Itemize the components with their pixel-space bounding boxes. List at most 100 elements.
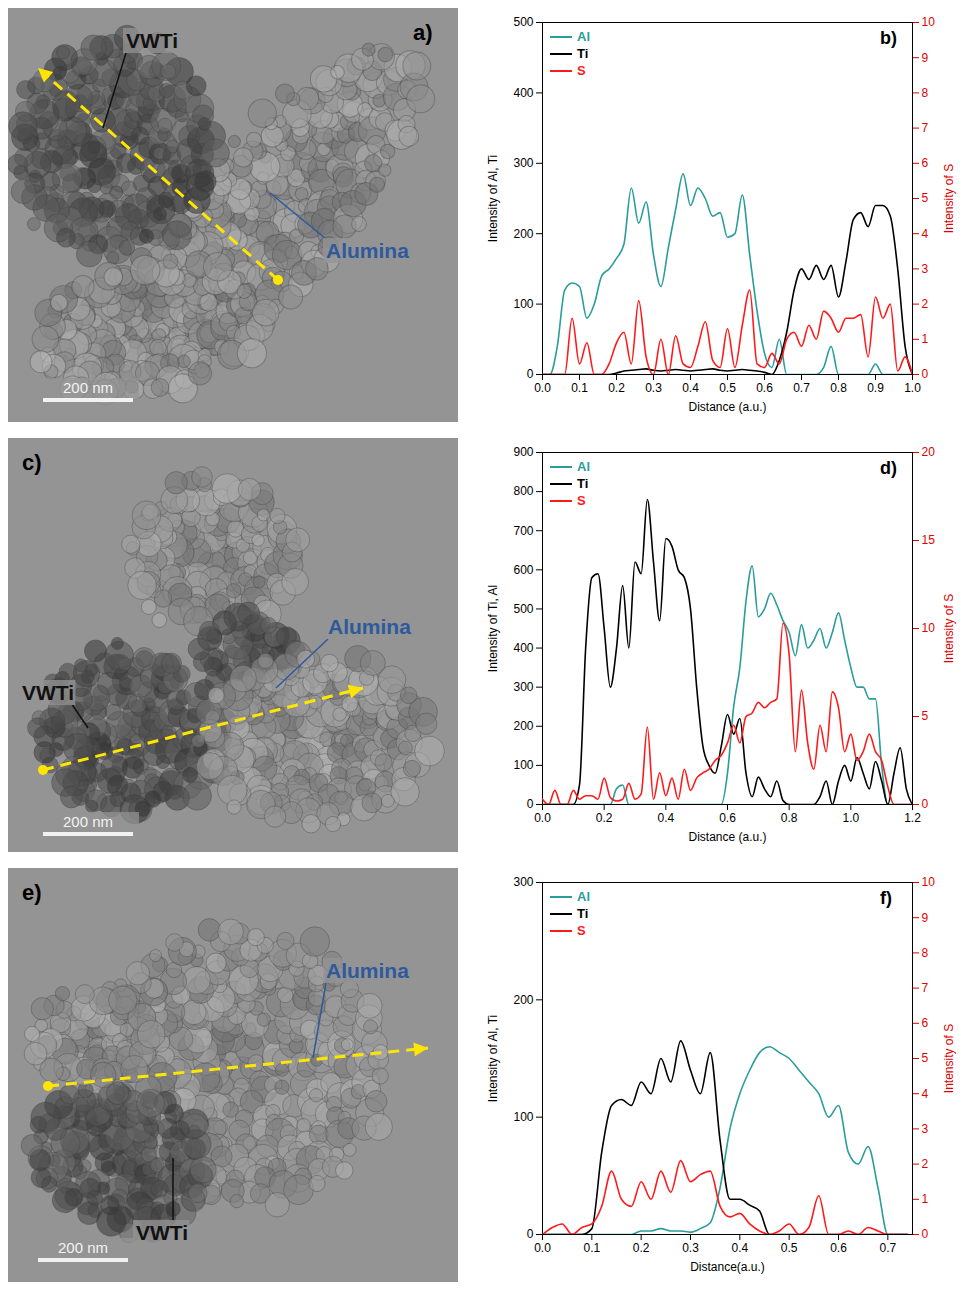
svg-text:100: 100 bbox=[513, 1110, 533, 1124]
svg-text:0.6: 0.6 bbox=[756, 381, 773, 395]
svg-text:8: 8 bbox=[922, 946, 929, 960]
svg-text:0.0: 0.0 bbox=[534, 811, 551, 825]
svg-text:300: 300 bbox=[513, 680, 533, 694]
svg-text:Distance(a.u.): Distance(a.u.) bbox=[690, 1260, 765, 1274]
svg-text:VWTi: VWTi bbox=[126, 29, 178, 52]
html-text:Al: Al bbox=[577, 889, 590, 904]
svg-text:0.1: 0.1 bbox=[583, 1241, 600, 1255]
svg-text:2: 2 bbox=[922, 297, 929, 311]
svg-text:0: 0 bbox=[527, 367, 534, 381]
svg-text:0.3: 0.3 bbox=[645, 381, 662, 395]
svg-text:Intensity of S: Intensity of S bbox=[942, 164, 956, 233]
svg-text:1.2: 1.2 bbox=[904, 811, 921, 825]
svg-text:5: 5 bbox=[922, 191, 929, 205]
svg-text:0.5: 0.5 bbox=[781, 1241, 798, 1255]
svg-text:5: 5 bbox=[922, 709, 929, 723]
svg-text:0.0: 0.0 bbox=[534, 381, 551, 395]
svg-text:200: 200 bbox=[513, 719, 533, 733]
html-text:Al: Al bbox=[577, 459, 590, 474]
svg-text:0.9: 0.9 bbox=[867, 381, 884, 395]
svg-text:0.4: 0.4 bbox=[682, 381, 699, 395]
svg-text:0.8: 0.8 bbox=[781, 811, 798, 825]
svg-text:VWTi: VWTi bbox=[136, 1221, 188, 1244]
svg-text:200 nm: 200 nm bbox=[58, 1239, 108, 1256]
svg-text:0.7: 0.7 bbox=[793, 381, 810, 395]
svg-text:800: 800 bbox=[513, 484, 533, 498]
svg-text:0.7: 0.7 bbox=[879, 1241, 896, 1255]
html-text:Al: Al bbox=[577, 29, 590, 44]
html-text:d): d) bbox=[880, 458, 897, 478]
svg-text:15: 15 bbox=[922, 533, 936, 547]
svg-text:0.6: 0.6 bbox=[830, 1241, 847, 1255]
svg-text:0.1: 0.1 bbox=[571, 381, 588, 395]
svg-text:0: 0 bbox=[527, 1227, 534, 1241]
svg-text:5: 5 bbox=[922, 1051, 929, 1065]
html-text:Ti: Ti bbox=[577, 46, 589, 61]
svg-text:100: 100 bbox=[513, 297, 533, 311]
svg-text:Alumina: Alumina bbox=[326, 239, 409, 262]
svg-text:Distance (a.u.): Distance (a.u.) bbox=[688, 830, 766, 844]
svg-text:2: 2 bbox=[922, 1157, 929, 1171]
svg-text:Alumina: Alumina bbox=[328, 615, 411, 638]
svg-text:Alumina: Alumina bbox=[326, 959, 409, 982]
svg-text:Intensity of Ti, Al: Intensity of Ti, Al bbox=[486, 585, 500, 672]
svg-text:0.2: 0.2 bbox=[633, 1241, 650, 1255]
svg-text:200: 200 bbox=[513, 227, 533, 241]
svg-text:0: 0 bbox=[922, 367, 929, 381]
svg-text:0.4: 0.4 bbox=[657, 811, 674, 825]
svg-text:0.5: 0.5 bbox=[719, 381, 736, 395]
svg-text:600: 600 bbox=[513, 563, 533, 577]
svg-text:6: 6 bbox=[922, 156, 929, 170]
html-text:b): b) bbox=[880, 28, 897, 48]
svg-text:500: 500 bbox=[513, 602, 533, 616]
svg-text:200 nm: 200 nm bbox=[63, 379, 113, 396]
svg-text:20: 20 bbox=[922, 445, 936, 459]
svg-text:200 nm: 200 nm bbox=[63, 813, 113, 830]
svg-text:0.4: 0.4 bbox=[731, 1241, 748, 1255]
svg-text:100: 100 bbox=[513, 758, 533, 772]
svg-text:e): e) bbox=[22, 880, 42, 905]
svg-text:a): a) bbox=[413, 20, 433, 45]
svg-text:Intensity of Al, Ti: Intensity of Al, Ti bbox=[486, 1015, 500, 1102]
svg-text:3: 3 bbox=[922, 1122, 929, 1136]
svg-text:900: 900 bbox=[513, 445, 533, 459]
svg-text:9: 9 bbox=[922, 51, 929, 65]
svg-text:7: 7 bbox=[922, 981, 929, 995]
svg-text:10: 10 bbox=[922, 15, 936, 29]
svg-text:400: 400 bbox=[513, 86, 533, 100]
svg-text:Intensity of S: Intensity of S bbox=[942, 594, 956, 663]
svg-text:Intensity of Al, Ti: Intensity of Al, Ti bbox=[486, 155, 500, 242]
svg-text:1.0: 1.0 bbox=[904, 381, 921, 395]
svg-text:10: 10 bbox=[922, 875, 936, 889]
svg-text:4: 4 bbox=[922, 1087, 929, 1101]
svg-text:200: 200 bbox=[513, 993, 533, 1007]
svg-text:0: 0 bbox=[922, 1227, 929, 1241]
svg-text:1: 1 bbox=[922, 1192, 929, 1206]
svg-text:Intensity of S: Intensity of S bbox=[942, 1024, 956, 1093]
svg-text:c): c) bbox=[22, 450, 42, 475]
svg-text:500: 500 bbox=[513, 15, 533, 29]
svg-text:7: 7 bbox=[922, 121, 929, 135]
svg-text:6: 6 bbox=[922, 1016, 929, 1030]
svg-text:700: 700 bbox=[513, 524, 533, 538]
svg-text:0.8: 0.8 bbox=[830, 381, 847, 395]
svg-text:3: 3 bbox=[922, 262, 929, 276]
svg-text:0.2: 0.2 bbox=[608, 381, 625, 395]
svg-text:400: 400 bbox=[513, 641, 533, 655]
svg-text:0: 0 bbox=[922, 797, 929, 811]
svg-text:10: 10 bbox=[922, 621, 936, 635]
svg-text:300: 300 bbox=[513, 156, 533, 170]
svg-text:Distance (a.u.): Distance (a.u.) bbox=[688, 400, 766, 414]
svg-text:1.0: 1.0 bbox=[842, 811, 859, 825]
svg-text:0.2: 0.2 bbox=[596, 811, 613, 825]
svg-text:4: 4 bbox=[922, 227, 929, 241]
svg-text:1: 1 bbox=[922, 332, 929, 346]
svg-text:0.0: 0.0 bbox=[534, 1241, 551, 1255]
svg-text:0.3: 0.3 bbox=[682, 1241, 699, 1255]
svg-text:9: 9 bbox=[922, 911, 929, 925]
svg-text:8: 8 bbox=[922, 86, 929, 100]
svg-text:VWTi: VWTi bbox=[22, 681, 74, 704]
svg-text:0: 0 bbox=[527, 797, 534, 811]
svg-text:300: 300 bbox=[513, 875, 533, 889]
svg-text:0.6: 0.6 bbox=[719, 811, 736, 825]
